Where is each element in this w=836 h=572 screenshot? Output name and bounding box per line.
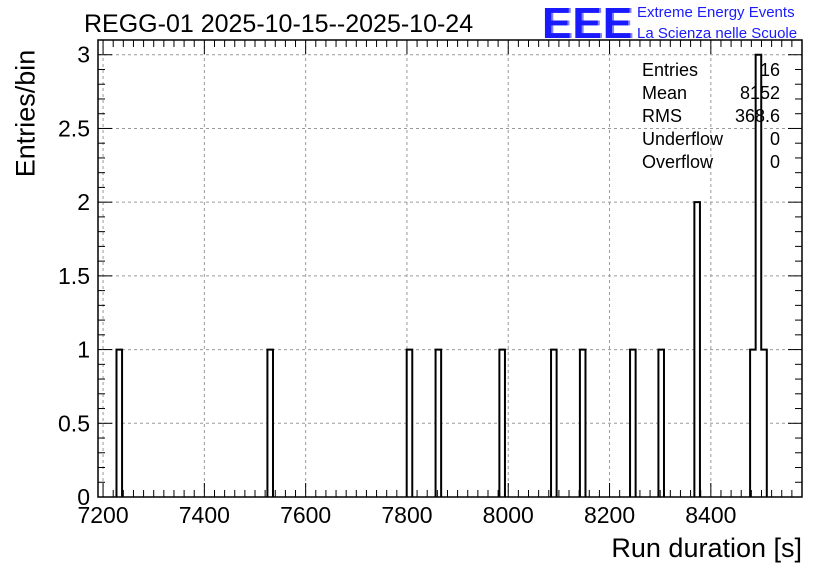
stats-label: Mean [642, 83, 688, 103]
stats-row-underflow: Underflow 0 [642, 128, 780, 151]
y-tick-label: 2.5 [58, 115, 90, 141]
stats-label: RMS [642, 106, 682, 126]
histogram-bin [750, 349, 756, 497]
histogram-bin [406, 349, 413, 497]
y-tick-label: 1 [77, 337, 90, 363]
stats-value: 368.6 [734, 106, 780, 126]
histogram-bin [499, 349, 505, 497]
histogram-bin [579, 349, 586, 497]
histogram-outline [115, 53, 768, 497]
histogram-bin [116, 349, 123, 497]
stats-label: Entries [642, 60, 699, 80]
plot-frame [97, 39, 803, 498]
logo-line-1: Extreme Energy Events [637, 4, 795, 21]
chart-title: REGG-01 2025-10-15--2025-10-24 [84, 10, 474, 38]
x-tick-label: 7800 [381, 502, 432, 528]
eee-logo: EEE [542, 0, 634, 48]
stats-row-rms: RMS 368.6 [642, 105, 780, 128]
stats-box: Entries 16 Mean 8152 RMS 368.6 Underflow… [642, 59, 780, 174]
stats-row-overflow: Overflow 0 [642, 151, 780, 174]
stats-value: 0 [769, 152, 780, 172]
stats-value: 0 [769, 129, 780, 149]
histogram-bin [267, 349, 273, 497]
stats-value: 16 [759, 60, 780, 80]
y-tick-label: 0.5 [58, 410, 90, 436]
stats-label: Overflow [642, 152, 714, 172]
stats-row-entries: Entries 16 [642, 59, 780, 82]
y-tick-label: 3 [77, 42, 90, 68]
histogram-bin [551, 349, 557, 497]
x-tick-label: 8000 [483, 502, 534, 528]
axis-ticks [98, 39, 803, 498]
x-tick-label: 8400 [685, 502, 736, 528]
histogram-bin [755, 54, 762, 497]
x-tick-label: 7400 [179, 502, 230, 528]
histogram-bin [761, 349, 767, 497]
x-axis-label: Run duration [s] [611, 533, 802, 563]
y-tick-label: 1.5 [58, 263, 90, 289]
tick-labels: 7200 7400 7600 7800 8000 8200 8400 0 0.5 1 1.5 2 2.5… [58, 42, 736, 528]
x-tick-label: 7200 [77, 502, 128, 528]
stats-value: 8152 [739, 83, 780, 103]
y-axis-label: Entries/bin [10, 49, 41, 178]
x-tick-label: 7600 [280, 502, 331, 528]
stats-label: Underflow [642, 129, 724, 149]
histogram-bin [658, 349, 664, 497]
x-tick-label: 8200 [584, 502, 635, 528]
y-tick-label: 2 [77, 189, 90, 215]
logo-line-2: La Scienza nelle Scuole [637, 25, 798, 42]
stats-row-mean: Mean 8152 [642, 82, 780, 105]
histogram-bin [694, 202, 700, 497]
histogram-bars [115, 53, 768, 497]
y-tick-label: 0 [77, 484, 90, 510]
histogram-bin [630, 349, 636, 497]
histogram-bin [435, 349, 442, 497]
